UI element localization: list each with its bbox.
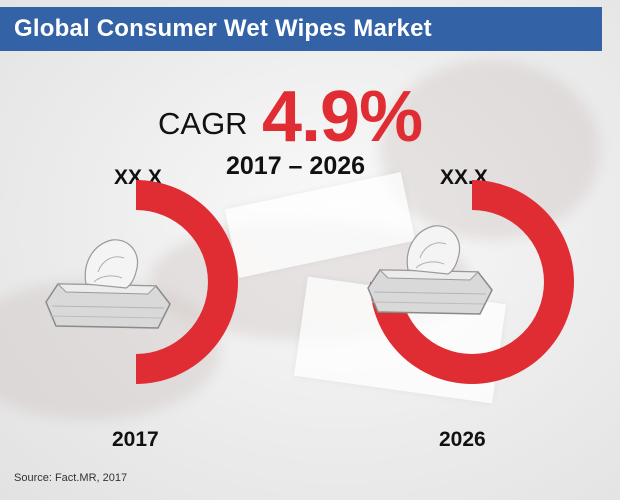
year-label-2026: 2026 <box>439 428 486 451</box>
title-bar: Global Consumer Wet Wipes Market <box>0 7 602 51</box>
cagr-period: 2017 – 2026 <box>226 152 366 180</box>
donut-arc-2017 <box>136 180 238 384</box>
cagr-value: 4.9% <box>262 77 423 157</box>
source-note: Source: Fact.MR, 2017 <box>14 472 128 484</box>
chart-title: Global Consumer Wet Wipes Market <box>14 15 432 42</box>
year-label-2017: 2017 <box>112 428 159 451</box>
wet-wipes-pack-2026 <box>367 225 493 315</box>
cagr-label: CAGR <box>158 106 248 141</box>
donut-arc-2026 <box>370 180 574 384</box>
wet-wipes-pack-2017 <box>45 239 171 329</box>
